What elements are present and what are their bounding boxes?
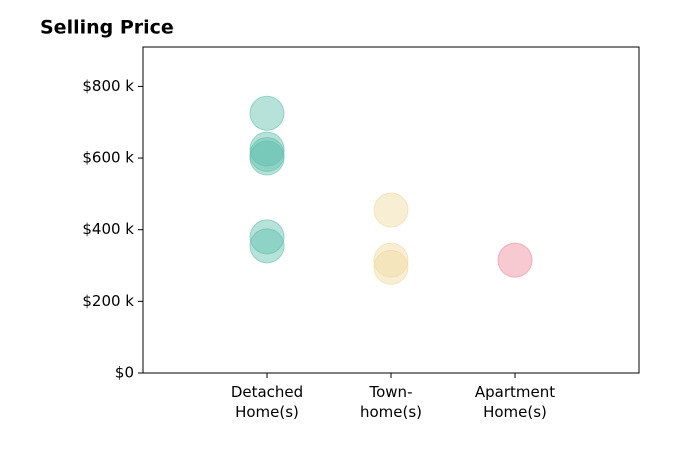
x-tick-label: Town- home(s): [359, 383, 423, 421]
x-tick-label: Detached Home(s): [230, 383, 304, 421]
point: [249, 140, 285, 176]
y-tick-label: $400 k: [82, 220, 134, 238]
point: [249, 131, 285, 167]
y-tick-label: $600 k: [82, 149, 134, 167]
y-tick-label: $0: [115, 364, 134, 382]
point: [497, 242, 533, 278]
point: [249, 228, 285, 264]
point: [373, 249, 409, 285]
chart-title: Selling Price: [40, 17, 174, 39]
x-tick-label: Apartment Home(s): [474, 383, 556, 421]
point: [249, 219, 285, 255]
y-tick-label: $800 k: [82, 77, 134, 95]
y-tick-label: $200 k: [82, 292, 134, 310]
point: [249, 95, 285, 131]
point: [373, 242, 409, 278]
point: [373, 192, 409, 228]
